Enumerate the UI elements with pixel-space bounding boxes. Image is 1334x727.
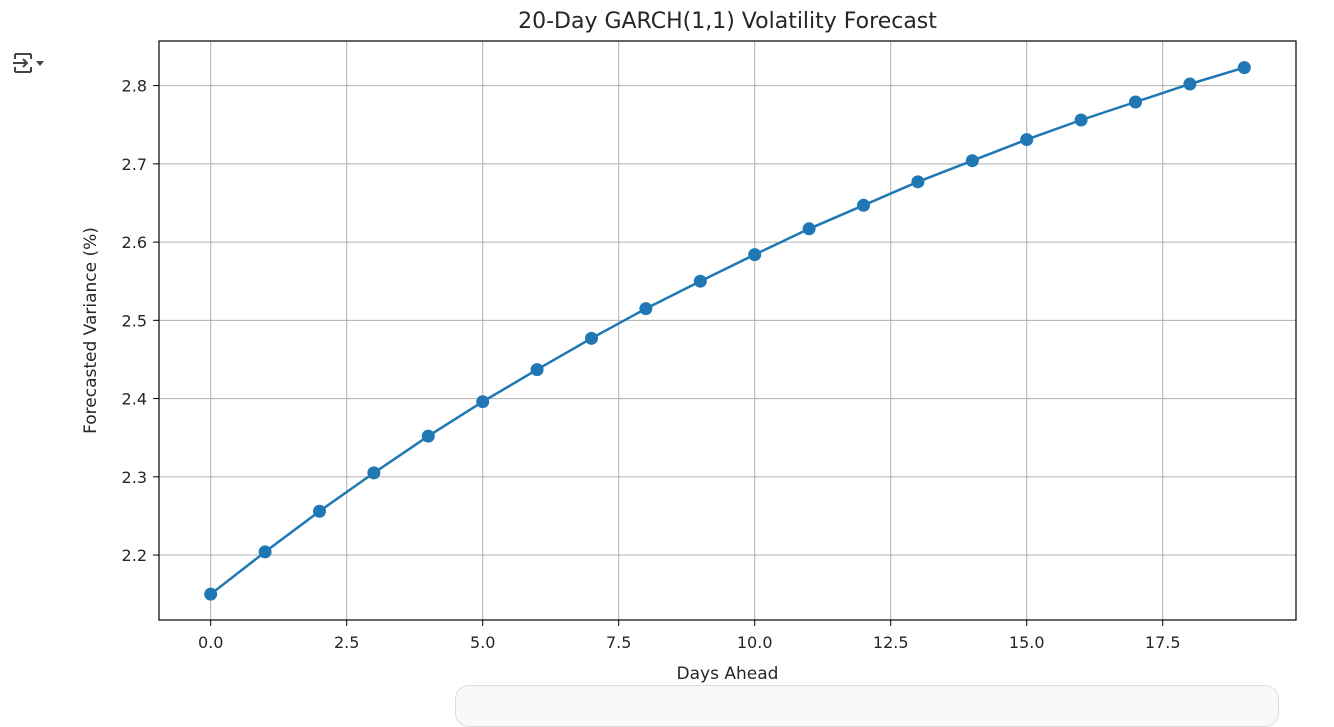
data-point: [1129, 95, 1143, 109]
x-tick-label: 15.0: [1009, 633, 1045, 652]
y-tick-label: 2.3: [122, 468, 147, 487]
y-tick-label: 2.4: [122, 390, 147, 409]
data-point: [1183, 77, 1197, 91]
data-point: [857, 198, 871, 212]
data-point: [965, 154, 979, 168]
data-point: [639, 302, 653, 316]
data-point: [802, 222, 816, 236]
chart-title: 20-Day GARCH(1,1) Volatility Forecast: [518, 9, 937, 34]
y-tick-label: 2.6: [122, 233, 147, 252]
plot-frame: [158, 40, 1297, 621]
x-tick-label: 7.5: [606, 633, 631, 652]
x-tick-label: 10.0: [737, 633, 773, 652]
data-point: [530, 363, 544, 377]
x-tick-label: 0.0: [198, 633, 223, 652]
point-layer: [204, 61, 1251, 601]
data-point: [1020, 133, 1034, 147]
data-point: [1074, 113, 1088, 127]
data-point: [258, 545, 272, 559]
x-axis-label: Days Ahead: [677, 664, 779, 684]
data-point: [693, 274, 707, 288]
x-tick-label: 5.0: [470, 633, 495, 652]
output-collapse-icon: [13, 53, 44, 73]
tick-layer: 0.0 2.5 5.0 7.5 10.0 12.5 15.0 17.5 2.2 2.3 2.4 2.5…: [122, 77, 1181, 652]
data-point: [584, 331, 598, 345]
output-toggle-button[interactable]: [12, 50, 46, 76]
data-point: [312, 504, 326, 518]
data-point: [748, 248, 762, 262]
x-tick-label: 17.5: [1145, 633, 1181, 652]
y-tick-label: 2.5: [122, 311, 147, 330]
data-point: [421, 429, 435, 443]
x-tick-label: 2.5: [334, 633, 359, 652]
grid-layer: [159, 41, 1296, 620]
data-point: [367, 466, 381, 480]
chart: 0.0 2.5 5.0 7.5 10.0 12.5 15.0 17.5 2.2 2.3 2.4 2.5…: [81, 9, 1297, 684]
data-point: [1237, 61, 1251, 75]
y-tick-label: 2.7: [122, 155, 147, 174]
data-point: [911, 175, 925, 189]
series-line: [209, 66, 1245, 596]
x-tick-label: 12.5: [873, 633, 909, 652]
y-tick-label: 2.2: [122, 546, 147, 565]
bottom-panel: [455, 685, 1279, 727]
y-tick-label: 2.8: [122, 77, 147, 96]
y-axis-label: Forecasted Variance (%): [81, 227, 101, 434]
data-point: [204, 587, 218, 601]
data-point: [476, 395, 490, 409]
